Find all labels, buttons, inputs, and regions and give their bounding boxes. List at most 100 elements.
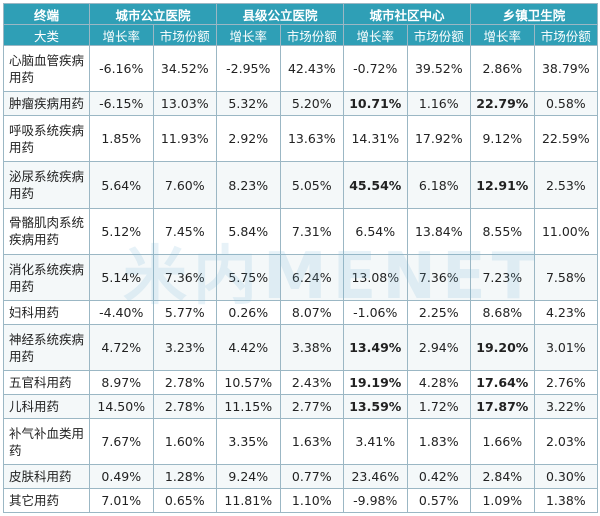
growth-rate-cell: 14.50% (89, 394, 154, 420)
market-share-cell: 4.23% (533, 300, 599, 326)
growth-rate-cell: -9.98% (343, 488, 408, 513)
market-share-cell: 13.03% (152, 91, 218, 117)
market-share-cell: 5.77% (152, 300, 218, 326)
growth-rate-cell: 8.23% (216, 161, 281, 209)
header-category-label: 大类 (3, 24, 90, 46)
header-growth: 增长率 (216, 24, 281, 46)
category-cell: 消化系统疾病用药 (3, 253, 90, 302)
growth-rate-cell: 23.46% (343, 464, 408, 490)
growth-rate-cell: 3.35% (216, 418, 281, 466)
growth-rate-cell: 8.55% (470, 207, 535, 256)
growth-rate-cell: 13.49% (343, 324, 408, 372)
market-share-cell: 6.24% (279, 253, 345, 302)
market-share-cell: 7.45% (152, 207, 218, 256)
market-share-cell: 0.42% (406, 464, 472, 490)
market-share-cell: 7.36% (406, 253, 472, 302)
market-share-cell: 1.83% (406, 418, 472, 466)
market-share-cell: 0.77% (279, 464, 345, 490)
growth-rate-cell: 5.32% (216, 91, 281, 117)
growth-rate-cell: -2.95% (216, 44, 281, 93)
table-row: 心脑血管疾病用药 -6.16% 34.52% -2.95% 42.43% -0.72% 39… (3, 44, 599, 93)
table-row: 妇科用药 -4.40% 5.77% 0.26% 8.07% -1.06% 2.25% 8.68… (3, 300, 599, 326)
growth-rate-cell: -0.72% (343, 44, 408, 93)
market-share-cell: 2.77% (279, 394, 345, 420)
growth-rate-cell: 11.15% (216, 394, 281, 420)
growth-rate-cell: 4.42% (216, 324, 281, 372)
market-table-container: 终端 城市公立医院 县级公立医院 城市社区中心 乡镇卫生院 大类 增长率 市场份… (3, 3, 599, 513)
header-terminal-community-center: 城市社区中心 (343, 3, 472, 25)
market-share-cell: 39.52% (406, 44, 472, 93)
growth-rate-cell: 2.92% (216, 115, 281, 163)
market-share-cell: 2.43% (279, 370, 345, 396)
header-terminal-county-hospital: 县级公立医院 (216, 3, 345, 25)
header-share: 市场份额 (406, 24, 472, 46)
market-share-cell: 3.38% (279, 324, 345, 372)
market-share-cell: 2.94% (406, 324, 472, 372)
growth-rate-cell: 5.75% (216, 253, 281, 302)
growth-rate-cell: 17.87% (470, 394, 535, 420)
table-row: 皮肤科用药 0.49% 1.28% 9.24% 0.77% 23.46% 0.42% 2.84… (3, 464, 599, 490)
market-share-cell: 17.92% (406, 115, 472, 163)
growth-rate-cell: 1.09% (470, 488, 535, 513)
growth-rate-cell: -6.15% (89, 91, 154, 117)
market-share-cell: 13.63% (279, 115, 345, 163)
growth-rate-cell: 5.14% (89, 253, 154, 302)
table-row: 其它用药 7.01% 0.65% 11.81% 1.10% -9.98% 0.57% 1.09… (3, 488, 599, 513)
growth-rate-cell: 45.54% (343, 161, 408, 209)
category-cell: 五官科用药 (3, 370, 90, 396)
market-share-table: 终端 城市公立医院 县级公立医院 城市社区中心 乡镇卫生院 大类 增长率 市场份… (3, 3, 599, 513)
growth-rate-cell: 13.59% (343, 394, 408, 420)
growth-rate-cell: 9.12% (470, 115, 535, 163)
growth-rate-cell: 19.19% (343, 370, 408, 396)
growth-rate-cell: 5.12% (89, 207, 154, 256)
market-share-cell: 1.72% (406, 394, 472, 420)
market-share-cell: 3.23% (152, 324, 218, 372)
market-share-cell: 8.07% (279, 300, 345, 326)
market-share-cell: 1.28% (152, 464, 218, 490)
category-cell: 骨骼肌肉系统疾病用药 (3, 207, 90, 256)
table-body: 心脑血管疾病用药 -6.16% 34.52% -2.95% 42.43% -0.72% 39… (3, 44, 599, 513)
growth-rate-cell: 22.79% (470, 91, 535, 117)
growth-rate-cell: 7.01% (89, 488, 154, 513)
header-share: 市场份额 (533, 24, 599, 46)
market-share-cell: 2.76% (533, 370, 599, 396)
market-share-cell: 2.78% (152, 370, 218, 396)
market-share-cell: 4.28% (406, 370, 472, 396)
growth-rate-cell: 14.31% (343, 115, 408, 163)
category-cell: 肿瘤疾病用药 (3, 91, 90, 117)
market-share-cell: 2.53% (533, 161, 599, 209)
market-share-cell: 7.58% (533, 253, 599, 302)
header-terminal-township-clinic: 乡镇卫生院 (470, 3, 599, 25)
header-growth: 增长率 (89, 24, 154, 46)
growth-rate-cell: 2.84% (470, 464, 535, 490)
growth-rate-cell: 2.86% (470, 44, 535, 93)
table-row: 神经系统疾病用药 4.72% 3.23% 4.42% 3.38% 13.49% 2.94% 1… (3, 324, 599, 372)
header-row-terminals: 终端 城市公立医院 县级公立医院 城市社区中心 乡镇卫生院 (3, 3, 599, 25)
market-share-cell: 22.59% (533, 115, 599, 163)
table-row: 骨骼肌肉系统疾病用药 5.12% 7.45% 5.84% 7.31% 6.54% 13.84… (3, 207, 599, 256)
header-terminal-city-hospital: 城市公立医院 (88, 3, 218, 25)
category-cell: 儿科用药 (3, 394, 90, 420)
category-cell: 妇科用药 (3, 300, 90, 326)
category-cell: 补气补血类用药 (3, 418, 90, 466)
growth-rate-cell: -4.40% (89, 300, 154, 326)
market-share-cell: 1.38% (533, 488, 599, 513)
market-share-cell: 11.93% (152, 115, 218, 163)
market-share-cell: 1.60% (152, 418, 218, 466)
market-share-cell: 5.20% (279, 91, 345, 117)
growth-rate-cell: 0.26% (216, 300, 281, 326)
header-share: 市场份额 (152, 24, 218, 46)
category-cell: 呼吸系统疾病用药 (3, 115, 90, 163)
growth-rate-cell: 6.54% (343, 207, 408, 256)
table-row: 呼吸系统疾病用药 1.85% 11.93% 2.92% 13.63% 14.31% 17.9… (3, 115, 599, 163)
market-share-cell: 7.31% (279, 207, 345, 256)
growth-rate-cell: 4.72% (89, 324, 154, 372)
table-row: 消化系统疾病用药 5.14% 7.36% 5.75% 6.24% 13.08% 7.36% 7… (3, 253, 599, 302)
header-terminal-label: 终端 (3, 3, 90, 25)
growth-rate-cell: 8.97% (89, 370, 154, 396)
market-share-cell: 3.01% (533, 324, 599, 372)
market-share-cell: 13.84% (406, 207, 472, 256)
header-row-metrics: 大类 增长率 市场份额 增长率 市场份额 增长率 市场份额 增长率 市场份额 (3, 24, 599, 46)
growth-rate-cell: 13.08% (343, 253, 408, 302)
header-growth: 增长率 (470, 24, 535, 46)
